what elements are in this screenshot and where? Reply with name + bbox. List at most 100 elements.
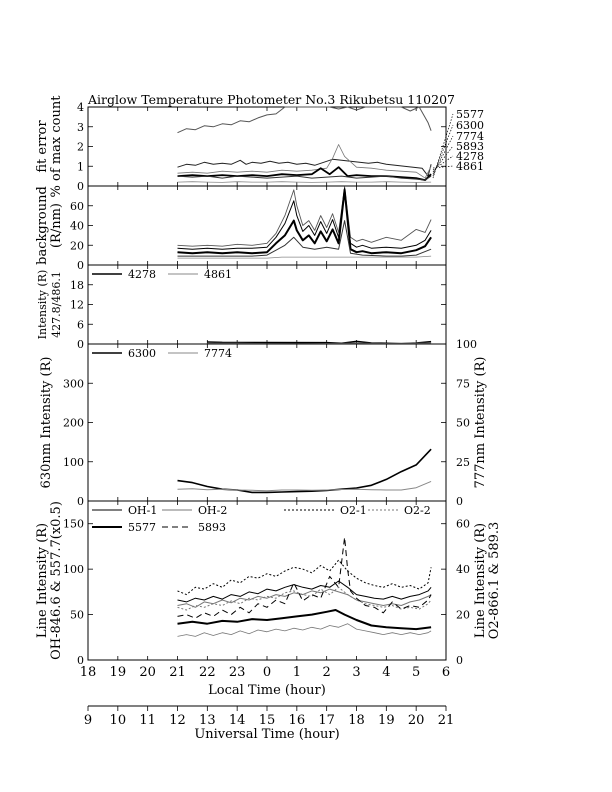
legend-label: OH-1 [128,504,157,517]
ut-tick-label: 12 [169,713,186,728]
y-tick-right-label: 25 [456,456,470,469]
y-tick-label: 40 [70,220,84,233]
ut-tick-label: 14 [229,713,246,728]
y-tick-right-label: 0 [456,495,463,508]
panel-blue-lines: 0 6 12 18 Intensity (R) 427.8/486.1 4278 4861 [36,264,447,351]
series-line-b5 [177,255,432,259]
legend-label: 7774 [204,347,232,360]
side-label: 7774 [456,130,484,143]
legend-label: O2-2 [404,504,431,517]
local-tick-label: 3 [352,665,360,680]
series-line-b2 [177,187,432,250]
y-axis-right-label: 777nm Intensity (R) [473,357,488,489]
series-line-mid2 [177,144,432,179]
y-axis-label: Intensity (R) [36,270,49,340]
series-line-OH-2 [177,588,432,608]
local-tick-label: 21 [169,665,186,680]
series-line-b3 [177,188,432,255]
panel-fit-error: 0 1 2 3 4 fit error% of max count 557763007774… [35,95,484,198]
y-tick-label: 12 [70,299,84,312]
y-tick-right-label: 50 [456,417,470,430]
side-label: 4861 [456,160,484,173]
ut-tick-label: 10 [110,713,127,728]
y-tick-label: 0 [77,180,84,193]
local-tick-label: 4 [382,665,390,680]
chart-title: Airglow Temperature Photometer No.3 Riku… [87,92,455,107]
legend-label: 5893 [198,521,226,534]
panel-red-lines: 0 100 200 300 0 25 50 75 100 777nm Intensity (R) 6… [39,338,488,508]
panel-frame [87,106,447,187]
y-tick-label: 18 [70,279,84,292]
local-tick-label: 1 [293,665,301,680]
y-tick-label: 20 [70,239,84,252]
y-tick-right-label: 75 [456,377,470,390]
y-axis-label: (R/nm) [49,203,64,248]
y-tick-label: 0 [77,259,84,272]
ut-tick-label: 21 [438,713,455,728]
ut-tick-label: 17 [318,713,335,728]
side-label: 4278 [456,150,484,163]
series-line-top [177,106,432,134]
series-line-bottom [177,181,432,183]
side-label: 5893 [456,140,484,153]
y-tick-label: 100 [63,456,84,469]
local-axis-title: Local Time (hour) [208,683,326,698]
side-label: 5577 [456,108,484,121]
ut-tick-label: 11 [139,713,156,728]
ut-axis-title: Universal Time (hour) [194,727,339,742]
y-axis-label: background [35,186,50,265]
series-line-low [177,175,432,181]
series-line-7774 [177,480,432,492]
ut-tick-label: 19 [378,713,395,728]
ut-tick-label: 20 [408,713,425,728]
y-axis-label: % of max count [49,95,64,198]
side-label-leader [432,113,454,179]
y-tick-label: 0 [77,495,84,508]
y-tick-right-label: 100 [456,338,477,351]
series-line-O2-2 [177,586,432,611]
legend-label: 5577 [128,521,156,534]
y-tick-label: 6 [77,318,84,331]
y-tick-right-label: 0 [456,654,463,667]
ut-tick-label: 15 [259,713,276,728]
local-tick-label: 0 [263,665,271,680]
y-tick-right-label: 40 [456,563,470,576]
side-label-leader [432,145,454,173]
y-tick-right-label: 20 [456,609,470,622]
y-tick-label: 60 [70,200,84,213]
legend-label: 6300 [128,347,156,360]
side-label-leader [432,165,454,169]
y-tick-label: 3 [77,121,84,134]
legend-label: 4861 [204,268,232,281]
local-tick-label: 5 [412,665,420,680]
local-tick-label: 2 [323,665,331,680]
y-tick-label: 200 [63,417,84,430]
y-tick-label: 150 [63,518,84,531]
ut-tick-label: 16 [289,713,306,728]
y-tick-label: 0 [77,654,84,667]
series-line-b1 [177,186,432,247]
series-line-6300 [177,448,432,494]
local-tick-label: 18 [80,665,97,680]
local-tick-label: 20 [139,665,156,680]
y-tick-label: 2 [77,141,84,154]
y-axis-label: 427.8/486.1 [50,271,63,338]
side-label-leader [432,155,454,171]
legend-label: OH-2 [198,504,227,517]
side-label: 6300 [456,119,484,132]
y-tick-label: 1 [77,160,84,173]
series-line-thick [177,166,432,182]
universal-time-axis: 9 10 11 12 13 14 15 16 17 18 19 20 21 Universal Time … [84,705,455,742]
series-line-mid1 [177,158,432,177]
panel-background: 0 20 40 60 background (R/nm) [35,185,447,272]
local-tick-label: 6 [442,665,450,680]
ut-tick-label: 18 [348,713,365,728]
y-tick-label: 4 [77,101,84,114]
legend-label: O2-1 [340,504,367,517]
series-line-b4 [177,220,432,257]
ut-tick-label: 13 [199,713,216,728]
series-line-OH-1 [177,580,432,603]
